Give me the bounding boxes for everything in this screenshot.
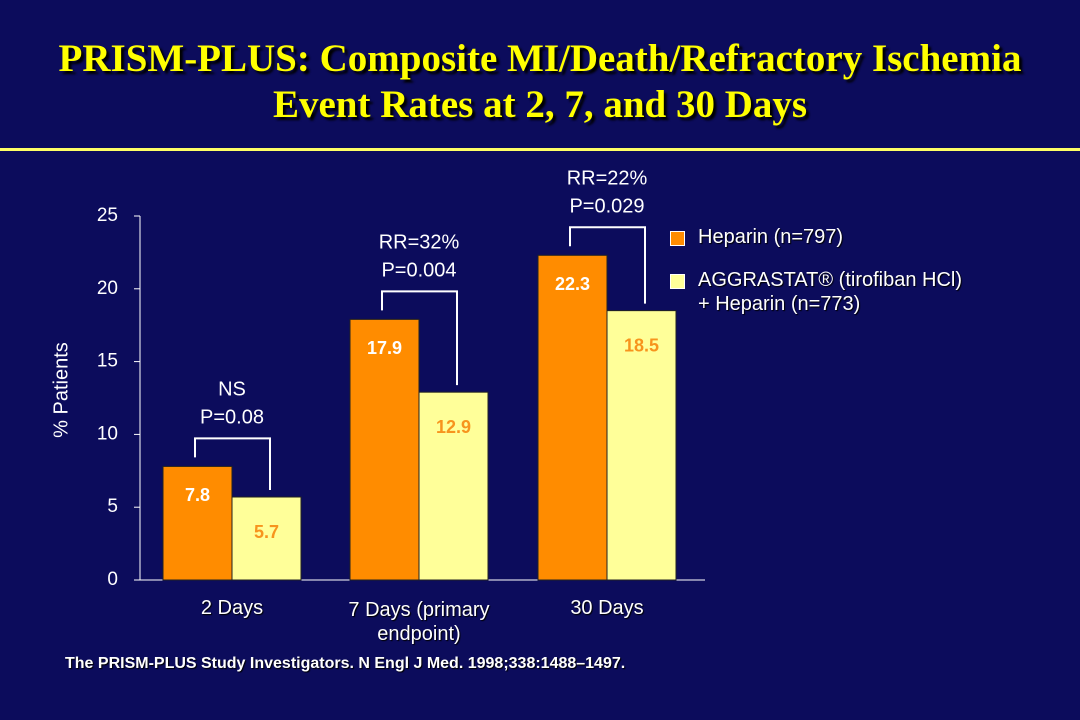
x-tick-label: 7 Days (primary endpoint) [348, 599, 490, 645]
bar [349, 318, 420, 581]
value-label: 5.7 [254, 522, 279, 542]
bar [231, 496, 302, 581]
legend-swatch [670, 274, 685, 289]
annotation: P=0.004 [381, 260, 456, 282]
value-label: 18.5 [624, 335, 659, 355]
source-note: The PRISM-PLUS Study Investigators. N En… [65, 655, 626, 672]
annotation: P=0.029 [569, 196, 644, 218]
y-tick-label: 20 [97, 278, 118, 299]
y-tick-label: 25 [97, 205, 118, 226]
y-tick-label: 0 [107, 569, 118, 590]
bracket [194, 437, 271, 491]
legend-label: AGGRASTAT® (tirofiban HCl) + Heparin (n=… [698, 269, 963, 315]
legend-label: Heparin (n=797) [698, 226, 844, 248]
value-label: 7.8 [185, 485, 210, 505]
bar [418, 391, 489, 581]
y-axis-label: % Patients [50, 342, 72, 438]
bracket [381, 290, 458, 386]
bracket [569, 226, 646, 304]
value-label: 22.3 [555, 274, 590, 294]
legend-swatch [670, 231, 685, 246]
bar [162, 465, 233, 581]
x-tick-label: 30 Days [570, 597, 644, 619]
y-tick-label: 15 [97, 351, 118, 372]
bar [606, 310, 677, 581]
y-tick-label: 10 [97, 423, 118, 444]
bar [537, 254, 608, 581]
annotation: P=0.08 [200, 407, 264, 429]
annotation: RR=32% [379, 232, 460, 254]
value-label: 17.9 [367, 338, 402, 358]
chart-title: PRISM-PLUS: Composite MI/Death/Refractor… [58, 37, 1022, 126]
annotation: RR=22% [567, 168, 648, 190]
annotation: NS [218, 379, 246, 401]
title-rule [0, 148, 1080, 151]
value-label: 12.9 [436, 417, 471, 437]
y-tick-label: 5 [107, 496, 118, 517]
x-tick-label: 2 Days [200, 597, 264, 619]
